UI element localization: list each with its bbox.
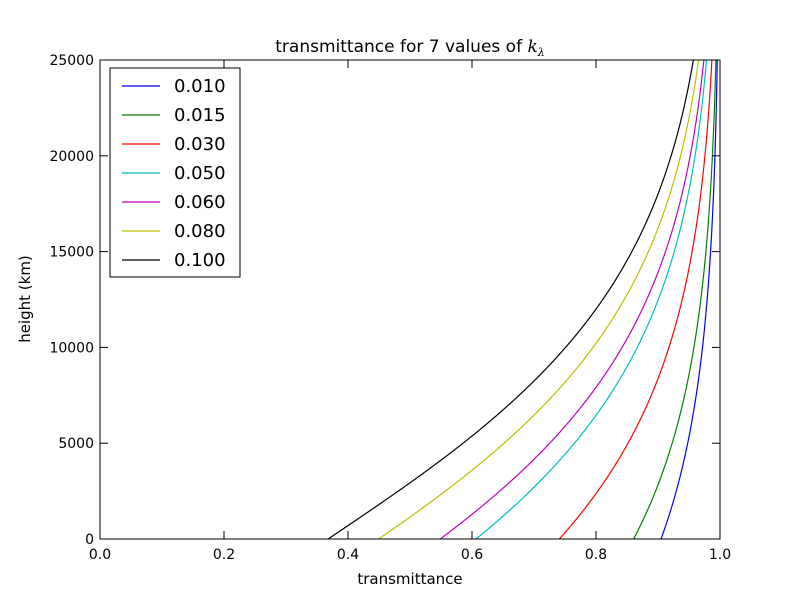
y-tick-label: 0 (85, 532, 94, 548)
series-line-3 (475, 59, 708, 540)
series-line-5 (378, 59, 700, 540)
legend-label: 0.050 (174, 163, 226, 184)
series-line-1 (633, 59, 717, 540)
legend-label: 0.015 (174, 105, 226, 126)
y-tick-label: 10000 (49, 340, 94, 356)
series-group (327, 59, 718, 540)
legend: 0.010 0.015 0.030 0.050 0.060 0.080 0.100 (109, 67, 241, 278)
series-line-4 (439, 59, 705, 540)
y-tick-label: 15000 (49, 245, 94, 261)
y-tick-label: 5000 (58, 436, 94, 452)
legend-label: 0.060 (174, 192, 226, 213)
y-axis-label: height (km) (16, 255, 34, 343)
series-line-0 (660, 59, 718, 540)
legend-label: 0.100 (174, 250, 226, 271)
x-axis-label: transmittance (357, 570, 462, 588)
x-tick-label: 0.4 (337, 547, 359, 563)
tick-group: 0.0 0.2 0.4 0.6 0.8 1.0 0 5000 10000 15000 20000 25… (49, 53, 731, 563)
legend-label: 0.080 (174, 221, 226, 242)
legend-label: 0.010 (174, 76, 226, 97)
x-tick-label: 0.6 (461, 547, 483, 563)
chart-title: transmittance for 7 values of kλ (275, 37, 545, 59)
axes-frame (99, 59, 721, 540)
series-line-2 (558, 59, 713, 540)
x-tick-label: 0.8 (585, 547, 607, 563)
series-line-6 (327, 59, 694, 540)
y-tick-label: 20000 (49, 149, 94, 165)
x-tick-label: 0.2 (213, 547, 235, 563)
x-tick-label: 0.0 (89, 547, 111, 563)
y-tick-label: 25000 (49, 53, 94, 69)
x-tick-label: 1.0 (709, 547, 731, 563)
legend-label: 0.030 (174, 134, 226, 155)
